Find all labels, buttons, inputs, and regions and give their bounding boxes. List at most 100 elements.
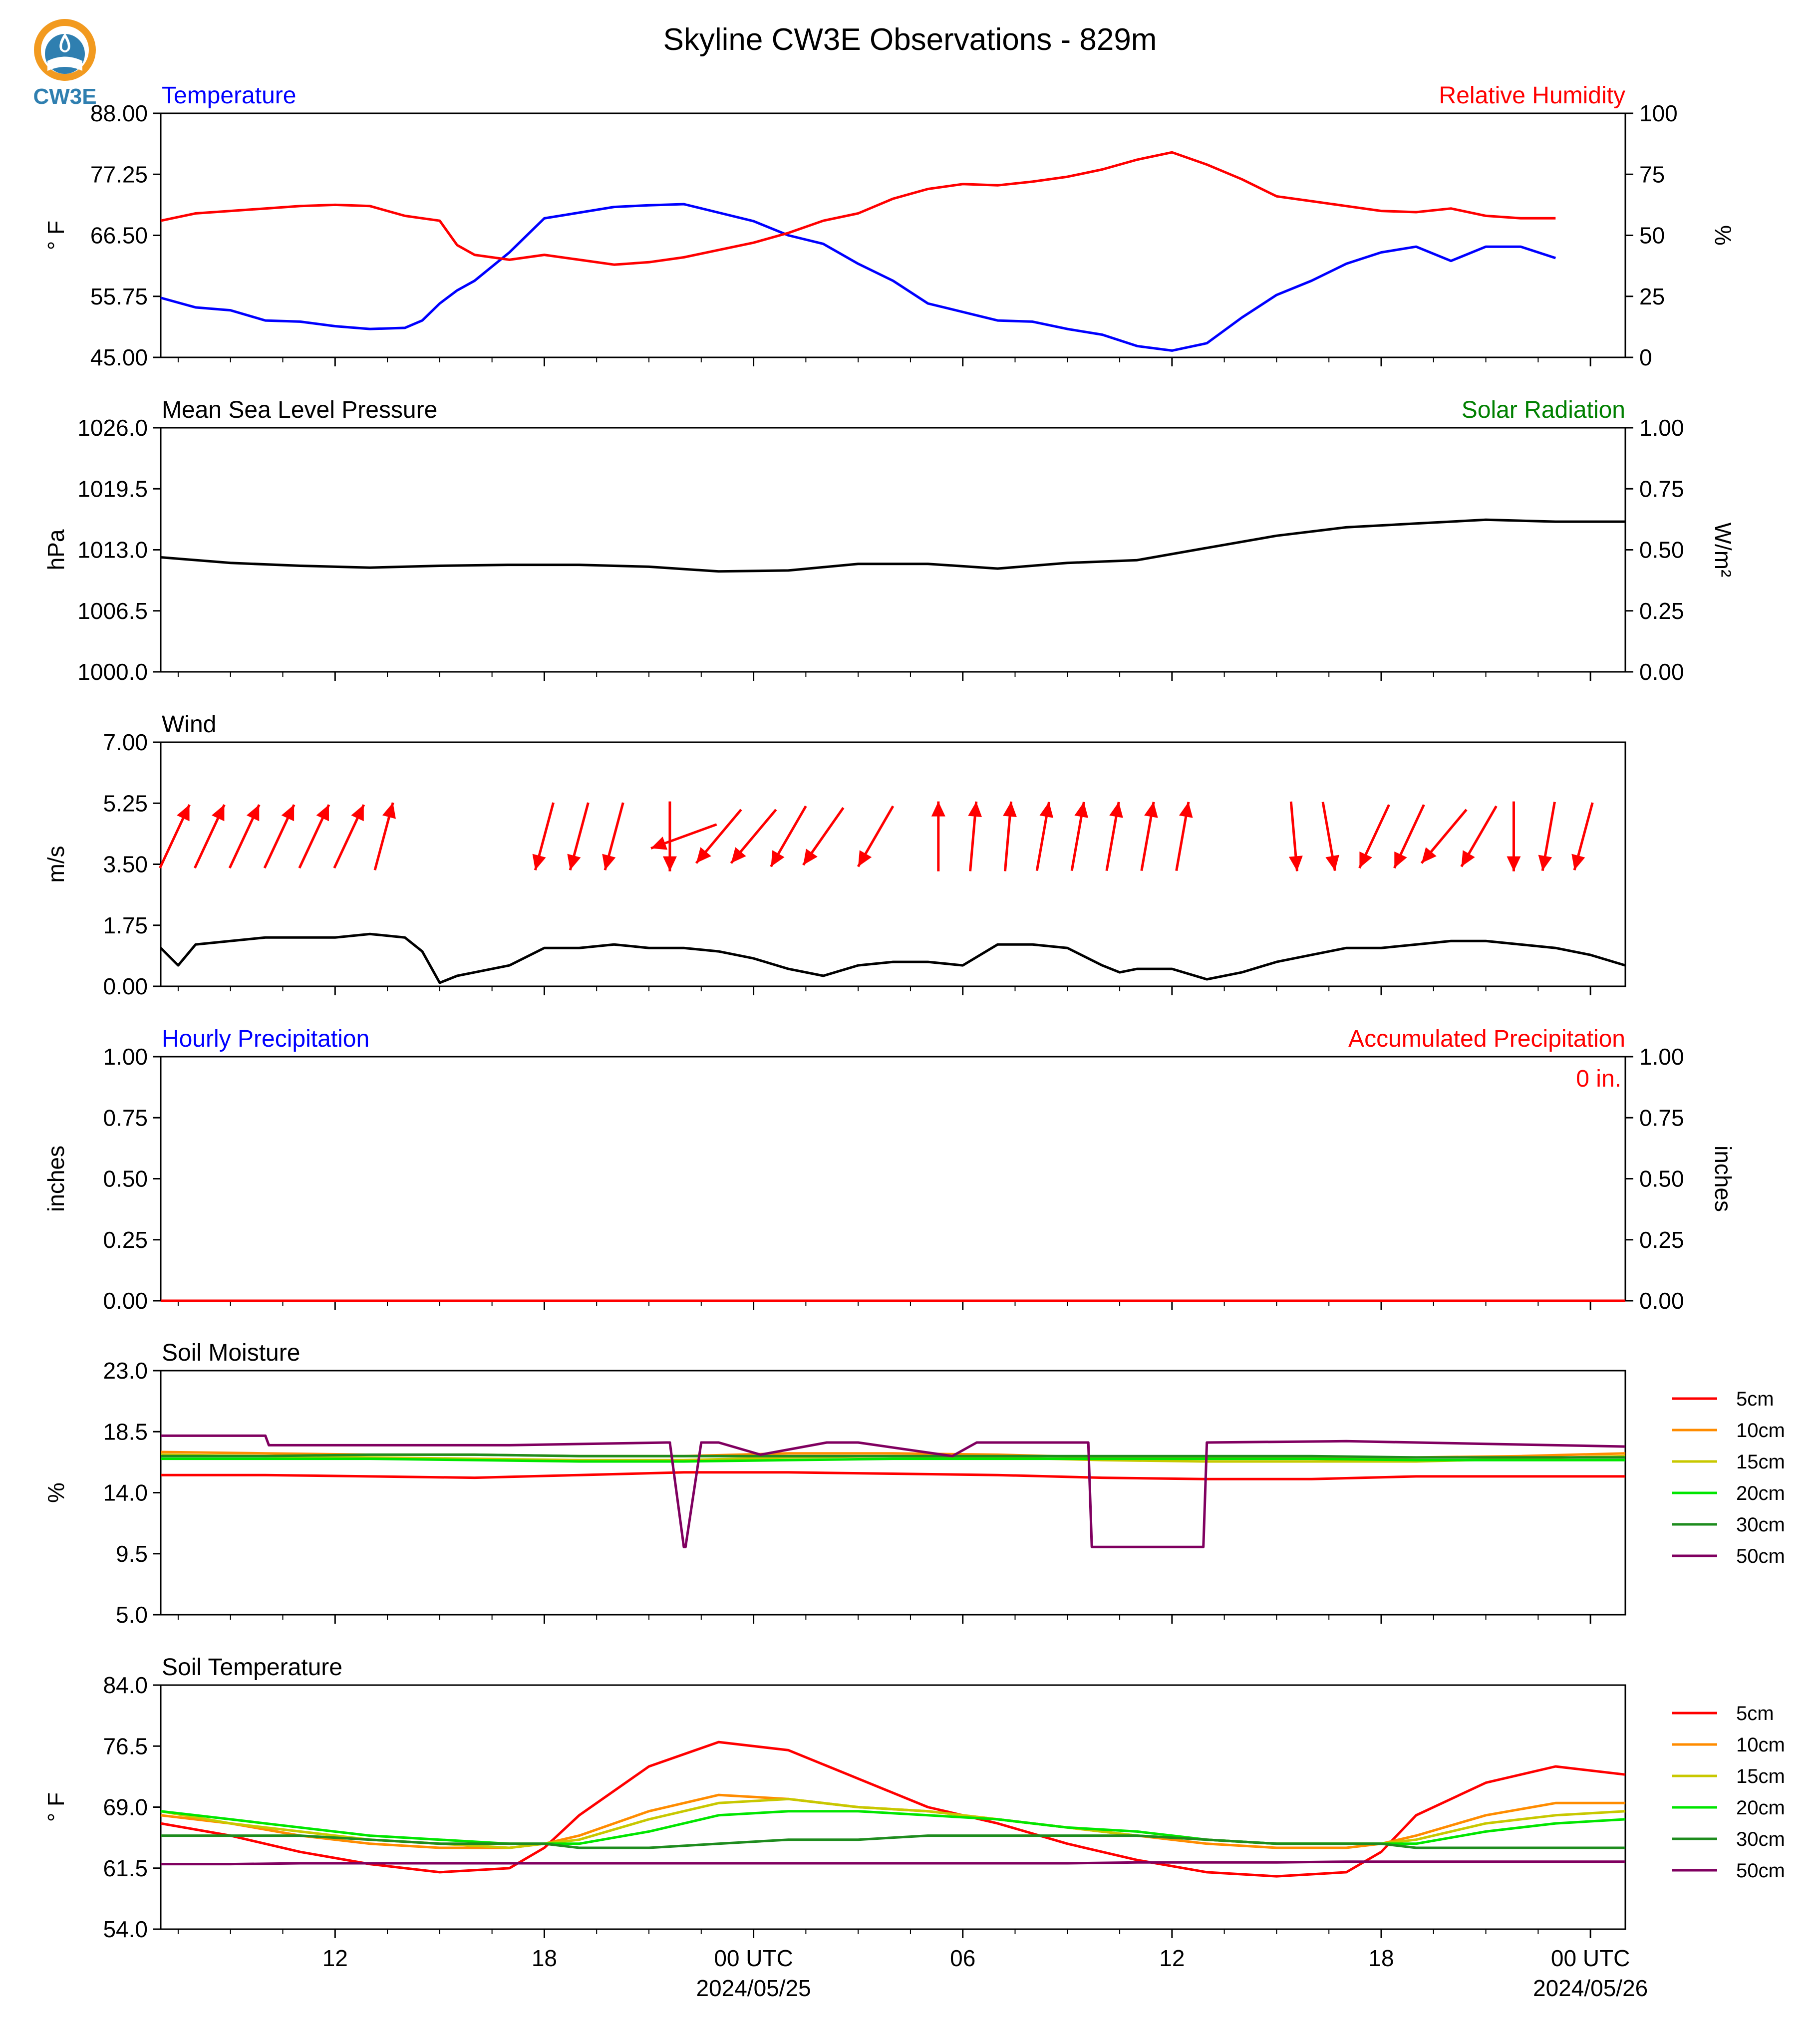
x-tick-label: 18 bbox=[1368, 1945, 1394, 1971]
y-tick-label: 88.00 bbox=[90, 100, 148, 126]
wind-arrow bbox=[1321, 802, 1339, 871]
legend-label: 15cm bbox=[1736, 1451, 1785, 1473]
wind-arrow bbox=[1460, 805, 1498, 868]
wind-arrow bbox=[1105, 802, 1123, 871]
y-tick-label: 0.00 bbox=[103, 973, 148, 999]
plot-frame bbox=[160, 1056, 1626, 1302]
series-line-temperature bbox=[160, 203, 1556, 352]
y-right-tick-label: 0.00 bbox=[1639, 659, 1684, 685]
y-axis-label: ° F bbox=[43, 1792, 69, 1822]
wind-arrow bbox=[1288, 801, 1303, 871]
y-tick-label: 76.5 bbox=[103, 1733, 148, 1759]
panel-precip: 1.00 0.75 0.50 0.25 0.00 1.00 0.75 0.50 0.25 0.00… bbox=[43, 1026, 1736, 1314]
y-axis-label: inches bbox=[43, 1146, 69, 1212]
y-tick-label: 0.25 bbox=[103, 1227, 148, 1253]
legend-label: 50cm bbox=[1736, 1860, 1785, 1882]
wind-arrow bbox=[1420, 809, 1468, 864]
y-tick-label: 0.50 bbox=[103, 1166, 148, 1192]
y-tick-label: 23.0 bbox=[103, 1358, 148, 1384]
legend-label: 20cm bbox=[1736, 1482, 1785, 1504]
y-tick-label: 77.25 bbox=[90, 161, 148, 187]
x-tick-label: 00 UTC bbox=[714, 1945, 793, 1971]
panel-title-right: Relative Humidity bbox=[1439, 82, 1625, 109]
y-tick-label: 1000.0 bbox=[77, 659, 148, 685]
legend-label: 10cm bbox=[1736, 1420, 1785, 1442]
y-right-tick-label: 1.00 bbox=[1639, 1044, 1684, 1070]
legend-label: 30cm bbox=[1736, 1828, 1785, 1850]
y-tick-label: 3.50 bbox=[103, 852, 148, 877]
legend-label: 50cm bbox=[1736, 1545, 1785, 1567]
y-axis-label: m/s bbox=[43, 846, 69, 882]
y-right-tick-label: 100 bbox=[1639, 100, 1678, 126]
series-line-5cm bbox=[160, 1740, 1626, 1878]
y-tick-label: 14.0 bbox=[103, 1480, 148, 1506]
wind-arrow bbox=[602, 802, 624, 870]
y-tick-label: 7.00 bbox=[103, 729, 148, 755]
panel-title-left: Temperature bbox=[162, 82, 296, 109]
wind-arrow bbox=[650, 823, 717, 850]
y-tick-label: 45.00 bbox=[90, 344, 148, 370]
series-line-5cm bbox=[161, 1471, 1625, 1480]
y-right-tick-label: 0.00 bbox=[1639, 1288, 1684, 1314]
panel-soil_temp: 84.0 76.5 69.0 61.5 54.0 Soil Temperature ° F 5… bbox=[43, 1654, 1785, 1942]
y-tick-label: 1006.5 bbox=[77, 598, 148, 624]
y-axis-label: hPa bbox=[43, 529, 69, 570]
y-right-tick-label: 0.25 bbox=[1639, 598, 1684, 624]
accumulated-precip-annotation: 0 in. bbox=[1576, 1066, 1621, 1092]
y-tick-label: 1019.5 bbox=[77, 476, 148, 502]
wind-arrow bbox=[1507, 801, 1521, 871]
series-line-20cm bbox=[161, 1457, 1625, 1463]
x-tick-label: 00 UTC bbox=[1551, 1945, 1630, 1971]
series-line-30cm bbox=[161, 1453, 1625, 1459]
x-date-label: 2024/05/25 bbox=[696, 1975, 811, 2001]
wind-arrow bbox=[1358, 804, 1390, 869]
wind-arrow bbox=[263, 804, 296, 869]
y-tick-label: 5.0 bbox=[116, 1602, 148, 1628]
y-right-tick-label: 0.25 bbox=[1639, 1227, 1684, 1253]
legend: 5cm 10cm 15cm 20cm 30cm 50cm bbox=[1672, 1703, 1785, 1882]
wind-arrow bbox=[857, 805, 895, 868]
panel-pressure_solar: 1026.0 1019.5 1013.0 1006.5 1000.0 1.00 0.75 0.… bbox=[43, 397, 1736, 685]
page-title: Skyline CW3E Observations - 829m bbox=[663, 22, 1157, 57]
series-line-50cm bbox=[161, 1434, 1626, 1548]
legend: 5cm 10cm 15cm 20cm 30cm 50cm bbox=[1672, 1388, 1785, 1567]
y-tick-label: 69.0 bbox=[103, 1794, 148, 1820]
series-line-50cm bbox=[161, 1860, 1625, 1866]
y-right-tick-label: 0.50 bbox=[1639, 537, 1684, 563]
x-date-label: 2024/05/26 bbox=[1533, 1975, 1648, 2001]
wind-arrow bbox=[1035, 802, 1054, 871]
legend-label: 30cm bbox=[1736, 1514, 1785, 1536]
y-right-tick-label: 1.00 bbox=[1639, 415, 1684, 441]
panel-wind: 7.00 5.25 3.50 1.75 0.00 Wind m/s bbox=[43, 711, 1626, 999]
y-tick-label: 1013.0 bbox=[77, 537, 148, 563]
legend-label: 15cm bbox=[1736, 1765, 1785, 1787]
panel-title-right: Accumulated Precipitation bbox=[1348, 1026, 1625, 1052]
y-tick-label: 5.25 bbox=[103, 790, 148, 816]
wind-arrow bbox=[1070, 802, 1088, 871]
series-line-30cm bbox=[161, 1834, 1625, 1849]
wind-arrow bbox=[159, 804, 191, 869]
y-right-tick-label: 25 bbox=[1639, 284, 1665, 309]
plot-frame bbox=[160, 427, 1626, 673]
y-right-tick-label: 0.75 bbox=[1639, 1105, 1684, 1131]
panel-title-left: Wind bbox=[162, 711, 216, 738]
plot-frame bbox=[160, 741, 1626, 987]
y-right-tick-label: 75 bbox=[1639, 161, 1665, 187]
y-right-axis-label: inches bbox=[1710, 1146, 1736, 1212]
wind-arrow bbox=[1571, 802, 1594, 870]
legend-label: 10cm bbox=[1736, 1734, 1785, 1756]
wind-arrow bbox=[193, 804, 226, 869]
y-right-axis-label: W/m² bbox=[1710, 523, 1736, 578]
y-axis-label: % bbox=[43, 1482, 69, 1503]
panel-title-right: Solar Radiation bbox=[1462, 397, 1625, 423]
y-right-tick-label: 50 bbox=[1639, 223, 1665, 249]
plot-frame bbox=[160, 1684, 1626, 1930]
wind-arrow bbox=[298, 804, 330, 869]
wind-arrow bbox=[931, 801, 945, 871]
y-tick-label: 1.00 bbox=[103, 1044, 148, 1070]
wind-arrow bbox=[695, 809, 742, 864]
y-tick-label: 66.50 bbox=[90, 223, 148, 249]
legend-label: 5cm bbox=[1736, 1703, 1774, 1725]
